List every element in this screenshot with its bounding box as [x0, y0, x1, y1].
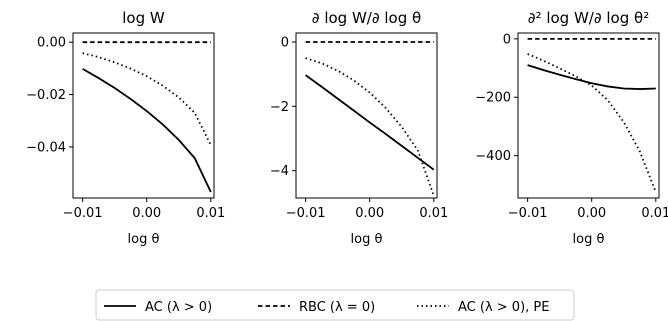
series-group	[305, 41, 435, 197]
x-tick-label: 0.01	[196, 206, 225, 221]
series-line-dotted	[305, 57, 435, 197]
legend-box	[95, 289, 575, 321]
panel-title: log W	[122, 9, 165, 27]
y-tick-label: −0.02	[26, 88, 66, 103]
x-axis-label: log θ	[573, 232, 605, 247]
x-axis-label: log θ	[351, 232, 383, 247]
y-tick-label: −200	[475, 91, 511, 106]
x-tick-label: 0.00	[355, 206, 384, 221]
series-line-solid	[305, 74, 435, 171]
panel-1: −0.01 0.00 0.01 0.00 −0.02 −0.04 log W log θ	[26, 9, 225, 247]
y-tick-label: −400	[475, 149, 511, 164]
x-tick-label: −0.01	[286, 206, 326, 221]
y-tick-label: −2	[270, 100, 289, 115]
axes-frame	[517, 32, 660, 199]
x-tick-label: −0.01	[63, 206, 103, 221]
series-line-dotted	[527, 53, 657, 193]
x-tick-label: 0.00	[132, 206, 161, 221]
panel-2: −0.01 0.00 0.01 0 −2 −4 ∂ log W/∂ log θ log θ	[270, 9, 448, 247]
y-tick-label: −4	[270, 164, 289, 179]
y-tick-label: 0	[281, 36, 289, 51]
x-axis-label: log θ	[128, 232, 160, 247]
series-line-dotted	[82, 52, 212, 146]
legend-label: RBC (λ = 0)	[299, 300, 375, 315]
series-line-solid	[527, 64, 656, 90]
x-tick-label: −0.01	[508, 206, 548, 221]
y-tick-label: −0.04	[26, 140, 66, 155]
axes-frame	[72, 32, 215, 199]
legend-label: AC (λ > 0)	[145, 300, 212, 315]
legend-label: AC (λ > 0), PE	[458, 300, 549, 315]
series-group	[82, 41, 212, 193]
panel-3: −0.01 0.00 0.01 0 −200 −400 ∂² log W/∂ log θ² l…	[475, 9, 668, 247]
x-tick-label: 0.01	[419, 206, 448, 221]
legend-entry: AC (λ > 0)	[104, 300, 212, 315]
series-group	[527, 37, 657, 193]
x-tick-label: 0.01	[641, 206, 668, 221]
y-tick-label: 0.00	[37, 36, 66, 51]
y-tick-label: 0	[503, 32, 511, 47]
panel-title: ∂² log W/∂ log θ²	[528, 9, 649, 27]
legend: AC (λ > 0) RBC (λ = 0) AC (λ > 0), PE	[95, 289, 575, 321]
series-line-solid	[82, 68, 212, 193]
legend-entry: RBC (λ = 0)	[258, 300, 375, 315]
axes-frame	[295, 32, 438, 199]
x-tick-label: 0.00	[577, 206, 606, 221]
legend-entry: AC (λ > 0), PE	[417, 300, 549, 315]
panel-title: ∂ log W/∂ log θ	[312, 9, 421, 27]
